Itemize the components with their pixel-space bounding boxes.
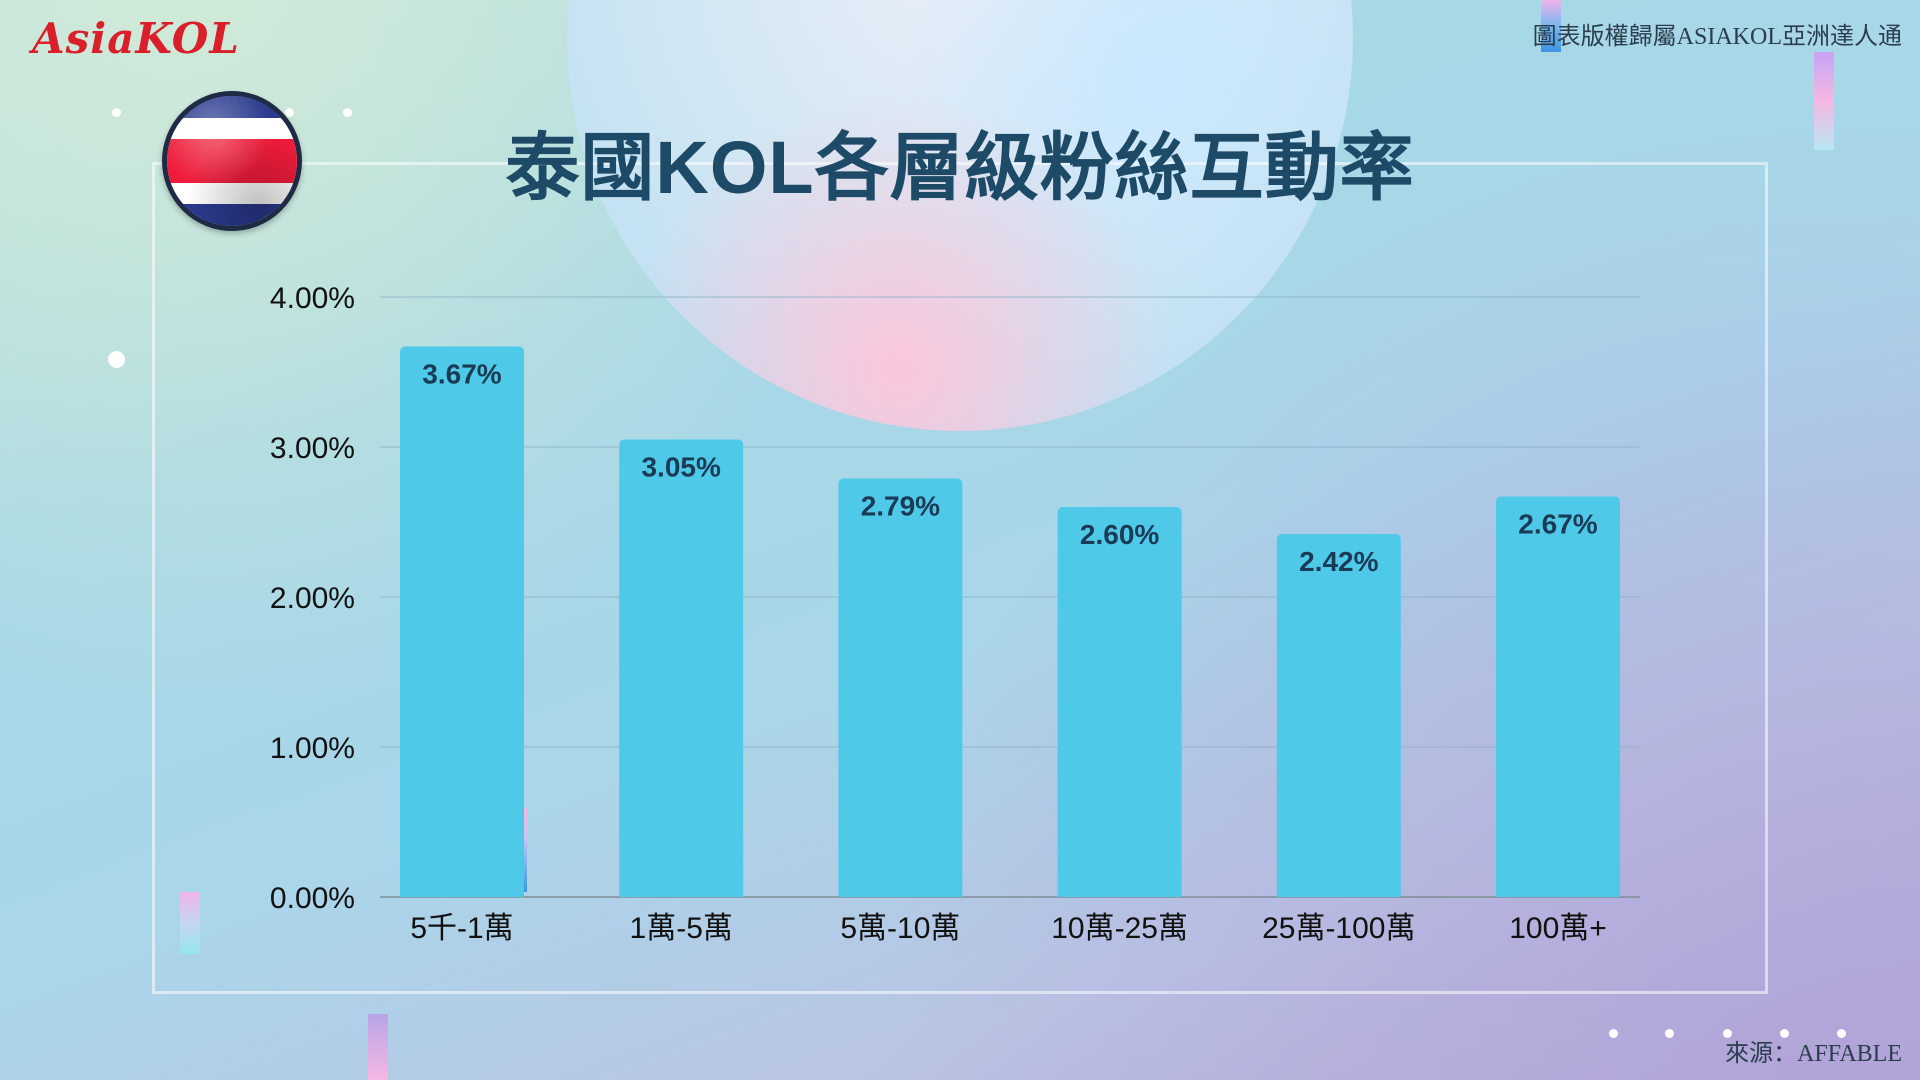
data-label: 3.67% [422, 359, 501, 390]
data-label: 2.60% [1080, 519, 1159, 550]
decor-dot [343, 108, 352, 117]
bar [1057, 507, 1182, 897]
decor-dot [1723, 1029, 1732, 1038]
data-source: 來源：AFFABLE [1725, 1041, 1902, 1067]
asiakol-logo: AsiaKOL [32, 14, 240, 63]
bar [619, 439, 744, 897]
data-label: 2.79% [861, 491, 940, 522]
flag-band [167, 117, 297, 140]
decor-gradient-strip [180, 892, 200, 954]
x-tick-label: 10萬-25萬 [1051, 912, 1188, 945]
decor-gradient-strip [368, 1014, 388, 1080]
bar [400, 346, 524, 897]
bar [838, 478, 963, 897]
x-tick-label: 25萬-100萬 [1262, 912, 1415, 945]
x-tick-label: 5千-1萬 [410, 912, 513, 945]
flag-band [167, 204, 297, 226]
data-label: 3.05% [641, 452, 720, 483]
bar [1276, 534, 1401, 897]
flag-shine [167, 96, 297, 226]
x-tick-label: 100萬+ [1509, 912, 1607, 945]
decor-dot [108, 351, 125, 368]
decor-dot [1837, 1029, 1846, 1038]
chart-frame [152, 162, 1768, 994]
x-tick-label: 5萬-10萬 [840, 912, 960, 945]
decor-gradient-strip [1814, 52, 1834, 150]
decor-dot [1780, 1029, 1789, 1038]
y-tick-label: 2.00% [270, 582, 355, 615]
thailand-flag-icon [162, 91, 302, 231]
decor-dot [112, 108, 121, 117]
x-tick-label: 1萬-5萬 [630, 912, 733, 945]
y-tick-label: 1.00% [270, 732, 355, 765]
decor-gradient-strip [1541, 0, 1561, 52]
flag-band [167, 182, 297, 205]
y-tick-label: 0.00% [270, 882, 355, 915]
flag-band [167, 96, 297, 118]
flag-band [167, 139, 297, 183]
y-tick-label: 4.00% [270, 282, 355, 315]
decor-dot [1665, 1029, 1674, 1038]
data-label: 2.42% [1299, 546, 1378, 577]
decor-dot [1609, 1029, 1618, 1038]
copyright-notice: 圖表版權歸屬ASIAKOL亞洲達人通 [1532, 24, 1902, 50]
data-label: 2.67% [1518, 509, 1597, 540]
bar [1496, 496, 1620, 897]
chart-title: 泰國KOL各層級粉絲互動率 [505, 126, 1415, 209]
y-tick-label: 3.00% [270, 432, 355, 465]
